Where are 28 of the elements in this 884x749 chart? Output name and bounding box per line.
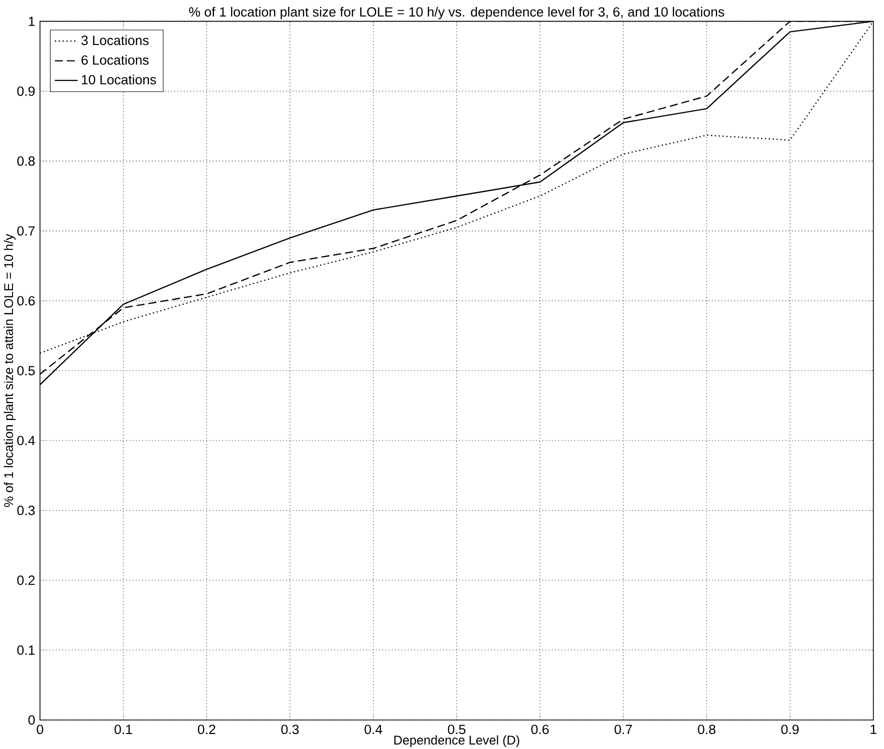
- y-tick-label: 0.2: [17, 576, 35, 585]
- x-tick-label: 0.2: [198, 724, 216, 734]
- y-tick-label: 0.7: [17, 226, 35, 236]
- x-tick-label: 0.5: [448, 724, 466, 734]
- y-tick-label: 0.3: [17, 506, 35, 516]
- y-tick-label: 1: [28, 16, 35, 26]
- chart-title: % of 1 location plant size for LOLE = 10 h/y vs. dependence level for 3, 6, and 10 locations: [189, 6, 724, 20]
- legend-label: 10 Locations: [82, 74, 156, 84]
- x-axis-title: Dependence Level (D): [394, 735, 520, 748]
- x-tick-label: 0.7: [614, 724, 632, 734]
- y-axis-title: % of 1 location plant size to attain LOLE = 10 h/y: [4, 234, 16, 507]
- x-tick-label: 0.6: [531, 724, 549, 734]
- x-tick-label: 0.3: [281, 724, 299, 734]
- y-tick-label: 0.4: [17, 436, 35, 446]
- y-tick-label: 0.9: [17, 86, 35, 96]
- x-tick-label: 0.9: [781, 724, 799, 734]
- legend-label: 3 Locations: [81, 35, 149, 46]
- y-tick-label: 0.5: [17, 366, 35, 376]
- y-tick-label: 0.8: [17, 156, 35, 166]
- x-tick-label: 0.1: [114, 724, 132, 734]
- y-tick-label: 0.1: [17, 645, 35, 655]
- legend-label: 6 Locations: [82, 54, 149, 65]
- x-tick-label: 0: [36, 724, 44, 734]
- y-tick-label: 0.6: [17, 296, 35, 306]
- x-tick-label: 0.8: [698, 724, 716, 734]
- x-tick-label: 0.4: [364, 724, 382, 734]
- y-tick-label: 0: [28, 715, 35, 725]
- x-tick-label: 1: [870, 724, 876, 734]
